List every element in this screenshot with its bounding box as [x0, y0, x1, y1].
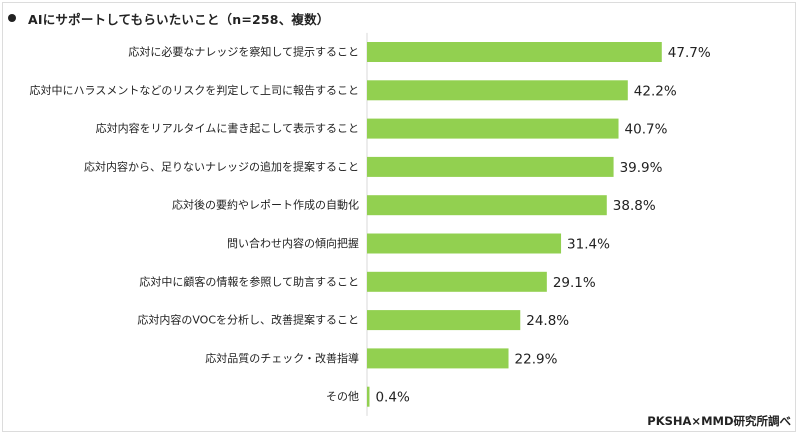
bar — [367, 271, 547, 292]
category-label: 応対中にハラスメントなどのリスクを判定して上司に報告すること — [30, 83, 359, 97]
bar — [367, 195, 607, 216]
bar — [367, 348, 509, 369]
category-label: 応対に必要なナレッジを察知して提示すること — [128, 45, 359, 59]
category-label: 問い合わせ内容の傾向把握 — [227, 236, 359, 250]
category-label: 応対内容のVOCを分析し、改善提案すること — [137, 313, 359, 327]
value-label: 29.1% — [553, 275, 596, 291]
chart-frame — [2, 2, 796, 432]
chart-title-text: AIにサポートしてもらいたいこと（n=258、複数） — [28, 11, 330, 27]
value-label: 40.7% — [625, 122, 668, 138]
value-label: 31.4% — [567, 237, 610, 253]
bar — [367, 42, 662, 62]
bar — [367, 80, 628, 101]
bar — [367, 310, 521, 331]
category-label: 応対中に顧客の情報を参照して助言すること — [139, 274, 359, 288]
category-label: その他 — [326, 390, 359, 403]
source-credit: PKSHA×MMD研究所調べ — [647, 414, 791, 428]
value-label: 42.2% — [634, 83, 677, 99]
bullet-icon — [8, 14, 16, 22]
bar — [367, 386, 370, 407]
category-label: 応対後の要約やレポート作成の自動化 — [172, 198, 359, 212]
value-label: 22.9% — [515, 351, 558, 367]
value-label: 24.8% — [526, 313, 569, 329]
bar — [367, 233, 562, 254]
value-label: 38.8% — [613, 198, 656, 214]
category-label: 応対内容をリアルタイムに書き起こして表示すること — [96, 121, 359, 135]
bar — [367, 156, 614, 177]
category-label: 応対品質のチェック・改善指導 — [205, 351, 359, 365]
value-label: 39.9% — [620, 160, 663, 176]
value-label: 47.7% — [668, 45, 711, 61]
chart-title: AIにサポートしてもらいたいこと（n=258、複数） — [8, 9, 330, 27]
bar — [367, 118, 619, 139]
value-label: 0.4% — [375, 390, 409, 406]
category-label: 応対内容から、足りないナレッジの追加を提案すること — [84, 159, 359, 173]
